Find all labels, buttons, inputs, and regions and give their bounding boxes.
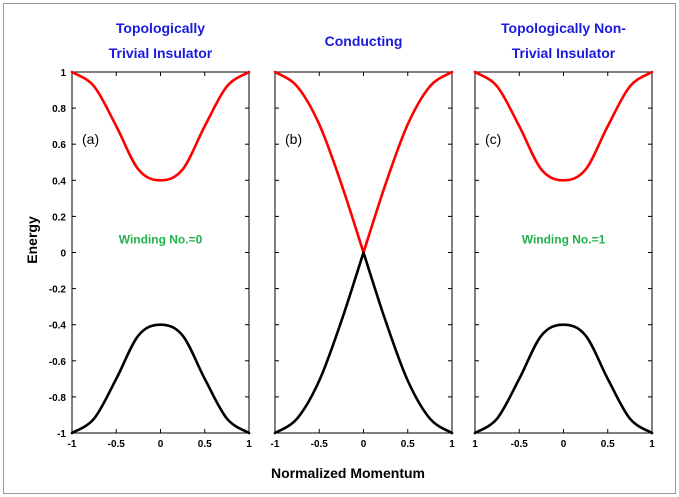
y-axis-label: Energy	[24, 216, 40, 264]
lower-band-curve	[473, 323, 654, 435]
panel-label: (b)	[285, 131, 302, 147]
lower-band-curve	[273, 251, 454, 435]
panel-title: Trivial Insulator	[512, 45, 616, 61]
upper-band-curve	[473, 70, 654, 182]
x-tick-label: -0.5	[311, 439, 329, 450]
winding-number-annotation: Winding No.=1	[522, 232, 606, 246]
panel-2: -1 -0.5 0 0.5 1 Conducting (b)	[271, 33, 456, 450]
x-tick-label: 0	[561, 439, 567, 450]
winding-number-annotation: Winding No.=0	[119, 232, 203, 246]
x-tick-label: 1	[246, 439, 252, 450]
x-tick-label: 1	[449, 439, 455, 450]
x-axis-label: Normalized Momentum	[271, 465, 425, 481]
panels: -1 -0.5 0 0.5 1 1 0.8 0.6 0.4 0.2 0 -0.2 -0.4 -0.6 -0.…	[49, 20, 655, 450]
y-tick-label: 0.2	[52, 212, 66, 223]
y-tick-label: -1	[57, 429, 66, 440]
lower-band-curve	[70, 323, 251, 435]
x-tick-label: 0.5	[401, 439, 415, 450]
panel-title: Conducting	[325, 33, 403, 49]
figure-border	[3, 3, 676, 494]
x-tick-label: -1	[68, 439, 77, 450]
panel-1: -1 -0.5 0 0.5 1 1 0.8 0.6 0.4 0.2 0 -0.2 -0.4 -0.6 -0.…	[49, 20, 252, 450]
x-tick-label: -1	[271, 439, 280, 450]
panel-label: (c)	[485, 131, 501, 147]
x-tick-label: 1	[649, 439, 655, 450]
panel-title: Topologically	[116, 20, 205, 36]
x-tick-label: 0.5	[198, 439, 212, 450]
panel-title: Topologically Non-	[501, 20, 626, 36]
x-tick-label: 0	[361, 439, 367, 450]
upper-band-curve	[70, 70, 251, 182]
y-tick-label: -0.6	[49, 357, 67, 368]
panel-title: Trivial Insulator	[109, 45, 213, 61]
y-tick-label: 0.4	[52, 176, 66, 187]
x-tick-label: 1	[472, 439, 478, 450]
y-tick-label: -0.4	[49, 321, 67, 332]
y-tick-label: 0.6	[52, 140, 66, 151]
y-tick-label: -0.2	[49, 285, 67, 296]
axes-box	[474, 71, 653, 434]
y-tick-label: 0.8	[52, 104, 66, 115]
panel-label: (a)	[82, 131, 99, 147]
y-tick-label: 0	[60, 249, 66, 260]
y-tick-label: 1	[60, 68, 66, 79]
x-tick-label: 0.5	[601, 439, 615, 450]
x-tick-label: -0.5	[108, 439, 126, 450]
x-tick-label: -0.5	[511, 439, 529, 450]
panel-3: 1 -0.5 0 0.5 1 Topologically Non- Trivial Insu…	[472, 20, 655, 450]
y-tick-label: -0.8	[49, 393, 67, 404]
x-tick-label: 0	[158, 439, 164, 450]
axes-box	[71, 71, 250, 434]
